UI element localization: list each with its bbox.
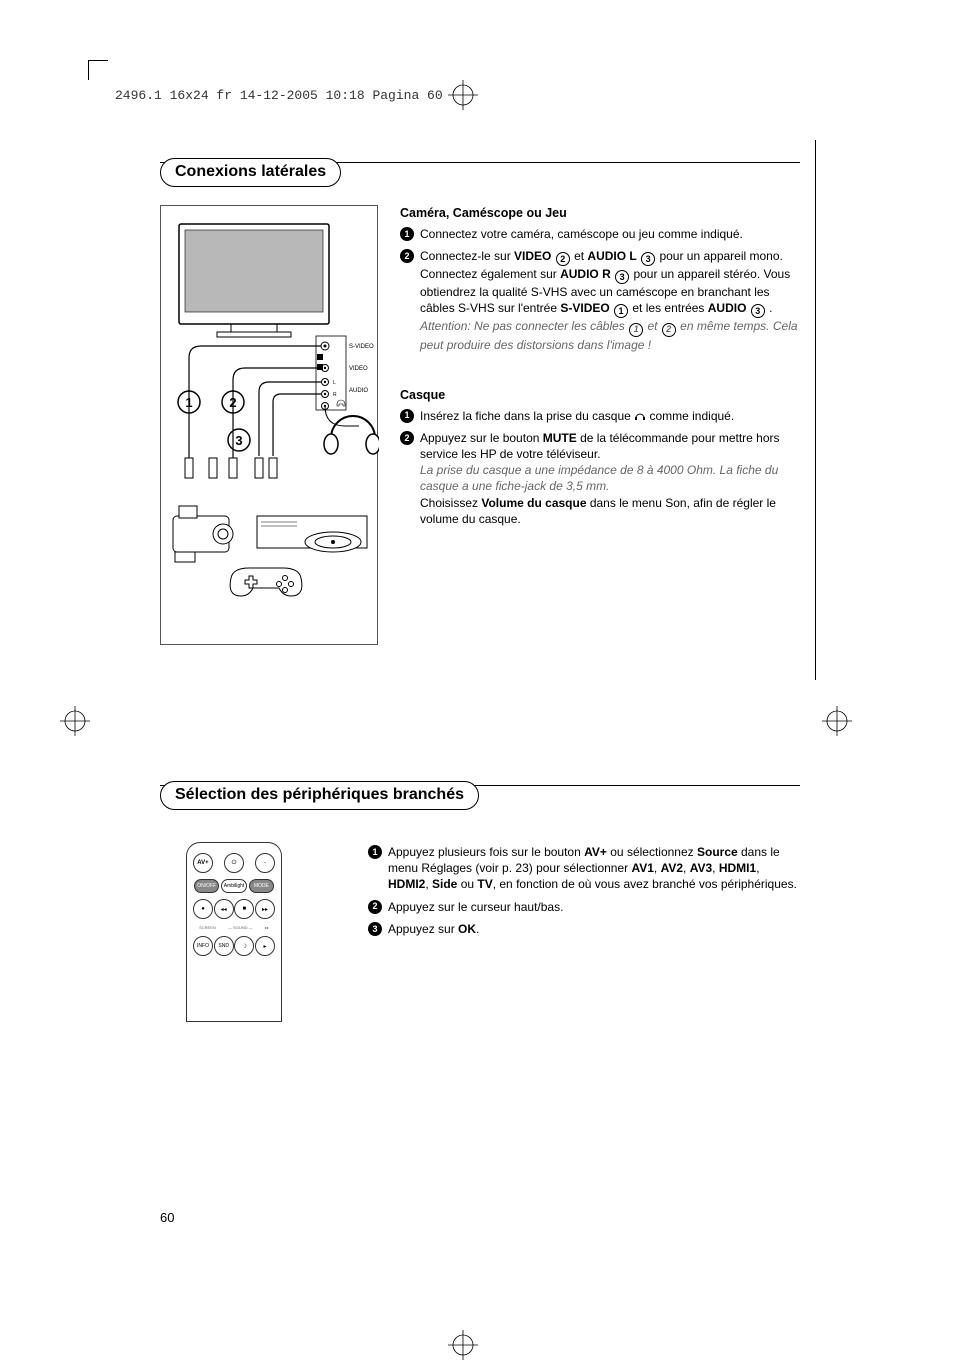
section-conexions: Conexions latérales (160, 163, 800, 645)
corner-mark (88, 60, 108, 80)
remote-screen-button: INFO (193, 936, 213, 956)
camera-step-2-text: Connectez-le sur VIDEO 2 et AUDIO L 3 po… (420, 248, 800, 353)
ref-circle-2b: 2 (662, 323, 676, 337)
subhead-casque: Casque (400, 387, 800, 404)
heading-selection: Sélection des périphériques branchés (160, 781, 479, 810)
bullet-3-icon: 3 (368, 922, 382, 936)
crop-mark-right (822, 706, 852, 736)
crop-mark-top (448, 80, 478, 110)
select-step-3: 3 Appuyez sur OK. (368, 921, 800, 937)
svg-text:S-VIDEO: S-VIDEO (349, 344, 374, 350)
select-step-1-text: Appuyez plusieurs fois sur le bouton AV+… (388, 844, 800, 893)
subhead-camera: Caméra, Caméscope ou Jeu (400, 205, 800, 222)
remote-label: ▸▸ (265, 925, 269, 930)
remote-minus-button: - (255, 853, 275, 873)
remote-onoff-button: ON/OFF (194, 879, 219, 893)
ref-circle-3: 3 (641, 252, 655, 266)
remote-day-icon: ☽ (234, 936, 254, 956)
remote-av-button: AV+ (193, 853, 213, 873)
select-step-2: 2 Appuyez sur le curseur haut/bas. (368, 899, 800, 915)
section-selection: Sélection des périphériques branchés AV+… (160, 785, 800, 1022)
remote-ambilight-button: Ambilight (221, 879, 246, 893)
svg-text:R: R (333, 392, 337, 398)
remote-sound-button: SND (214, 936, 234, 956)
remote-rec-icon: ● (193, 899, 213, 919)
remote-label: — SOUND — (228, 925, 253, 930)
ref-circle-2: 2 (556, 252, 570, 266)
side-rule (815, 140, 816, 680)
casque-step-2-text: Appuyez sur le bouton MUTE de la télécom… (420, 430, 800, 527)
svg-text:L: L (333, 380, 336, 386)
connection-diagram: S-VIDEO VIDEO L R AUDIO 1 2 3 (160, 205, 378, 645)
bullet-2c-icon: 2 (368, 900, 382, 914)
remote-label: SCREEN (199, 925, 216, 930)
casque-impedance-note: La prise du casque a une impédance de 8 … (420, 463, 778, 493)
headphone-icon (634, 409, 646, 419)
remote-mode-button: MODE (249, 879, 274, 893)
svg-text:AUDIO: AUDIO (349, 388, 368, 394)
crop-mark-left (60, 706, 90, 736)
casque-step-1: 1 Insérez la fiche dans la prise du casq… (400, 408, 800, 424)
bullet-2-icon: 2 (400, 249, 414, 263)
ref-circle-1b: 1 (629, 323, 643, 337)
crop-mark-bottom (448, 1330, 478, 1360)
select-step-2-text: Appuyez sur le curseur haut/bas. (388, 899, 800, 915)
svg-text:3: 3 (235, 433, 242, 448)
remote-control-diagram: AV+ ⏻ - ON/OFF Ambilight MODE ● ◂◂ ■ ▸▸ (186, 842, 282, 1022)
select-step-3-text: Appuyez sur OK. (388, 921, 800, 937)
remote-power-icon: ⏻ (224, 853, 244, 873)
ref-circle-1: 1 (614, 304, 628, 318)
camera-step-2: 2 Connectez-le sur VIDEO 2 et AUDIO L 3 … (400, 248, 800, 353)
bullet-1c-icon: 1 (368, 845, 382, 859)
casque-step-1-text: Insérez la fiche dans la prise du casque… (420, 408, 800, 424)
ref-circle-3c: 3 (751, 304, 765, 318)
heading-conexions: Conexions latérales (160, 158, 341, 187)
select-step-1: 1 Appuyez plusieurs fois sur le bouton A… (368, 844, 800, 893)
bullet-1b-icon: 1 (400, 409, 414, 423)
page-number: 60 (160, 1210, 174, 1225)
remote-ff-icon: ▸▸ (255, 899, 275, 919)
remote-stop-icon: ■ (234, 899, 254, 919)
casque-step-2: 2 Appuyez sur le bouton MUTE de la téléc… (400, 430, 800, 527)
remote-rew-icon: ◂◂ (214, 899, 234, 919)
bullet-1-icon: 1 (400, 227, 414, 241)
camera-step-1: 1 Connectez votre caméra, caméscope ou j… (400, 226, 800, 242)
svg-text:VIDEO: VIDEO (349, 366, 368, 372)
camera-step-1-text: Connectez votre caméra, caméscope ou jeu… (420, 226, 800, 242)
print-header: 2496.1 16x24 fr 14-12-2005 10:18 Pagina … (115, 88, 443, 103)
bullet-2b-icon: 2 (400, 431, 414, 445)
remote-play-icon: ▸ (255, 936, 275, 956)
camera-warning-note: Attention: Ne pas connecter les câbles 1… (420, 319, 798, 351)
ref-circle-3b: 3 (615, 270, 629, 284)
